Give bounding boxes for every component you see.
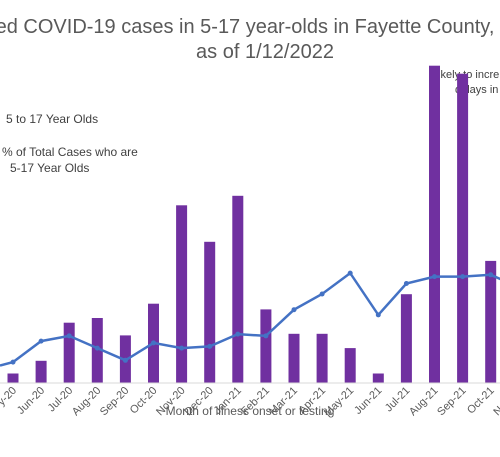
bar-Jul-21 bbox=[400, 294, 412, 383]
line-series-path bbox=[0, 271, 500, 367]
line-point-Jul-21 bbox=[403, 281, 409, 286]
x-tick-label: y-20 bbox=[0, 385, 19, 409]
line-point-Sep-20 bbox=[122, 357, 128, 363]
line-point-Oct-20 bbox=[151, 340, 156, 346]
bar-Jul-20 bbox=[63, 322, 75, 383]
x-tick-label: Aug-21 bbox=[407, 385, 441, 419]
line-point-Jan-21 bbox=[235, 331, 241, 337]
bar-Jun-21 bbox=[372, 373, 384, 383]
x-tick-label: Sep-20 bbox=[98, 385, 132, 419]
line-point-Mar-21 bbox=[291, 307, 297, 313]
line-point-Oct-21 bbox=[488, 272, 494, 278]
bar-Feb-21 bbox=[260, 309, 272, 383]
line-point-May-21 bbox=[347, 270, 353, 276]
line-point-Dec-20 bbox=[207, 343, 213, 349]
legend: 5 to 17 Year Olds % of Total Cases who a… bbox=[2, 112, 138, 175]
line-point-Jul-20 bbox=[66, 333, 72, 339]
line-point-Sep-21 bbox=[460, 274, 466, 280]
bar-Apr-21 bbox=[316, 333, 328, 383]
bar-Jun-20 bbox=[35, 360, 47, 383]
x-tick-label: Aug-20 bbox=[70, 385, 104, 419]
line-point-Jun-20 bbox=[38, 338, 44, 344]
line-point-y-20 bbox=[10, 359, 16, 365]
bar-Aug-21 bbox=[429, 65, 440, 383]
bar-Oct-21 bbox=[485, 260, 497, 383]
bar-Sep-21 bbox=[457, 73, 469, 383]
line-point-Feb-21 bbox=[263, 333, 269, 339]
bar-y-20 bbox=[7, 373, 19, 383]
line-series bbox=[0, 270, 500, 367]
chart-title-line1: rted COVID-19 cases in 5-17 year-olds in… bbox=[0, 16, 500, 38]
line-point-Aug-21 bbox=[432, 274, 437, 280]
x-axis-title: Month of illness onset or testing bbox=[166, 404, 335, 418]
line-point-Jun-21 bbox=[375, 312, 381, 318]
x-tick-label: Sep-21 bbox=[435, 385, 469, 419]
bar-Jan-21 bbox=[232, 195, 244, 383]
bar-May-21 bbox=[344, 348, 356, 383]
x-tick-label: Jun-20 bbox=[15, 385, 47, 417]
bar-Dec-20 bbox=[204, 241, 216, 383]
bar-Nov-20 bbox=[176, 205, 188, 383]
line-point-Nov-20 bbox=[179, 345, 185, 351]
line-point-Apr-21 bbox=[319, 291, 325, 297]
chart-title-line2: as of 1/12/2022 bbox=[196, 41, 334, 63]
legend-bar-label: 5 to 17 Year Olds bbox=[6, 112, 98, 126]
legend-line-label-line1: % of Total Cases who are bbox=[2, 145, 138, 159]
line-point-Aug-20 bbox=[94, 345, 100, 351]
bar-Mar-21 bbox=[288, 333, 300, 383]
legend-line-label-line2: 5-17 Year Olds bbox=[10, 161, 89, 175]
x-tick-label: Jun-21 bbox=[352, 385, 384, 417]
